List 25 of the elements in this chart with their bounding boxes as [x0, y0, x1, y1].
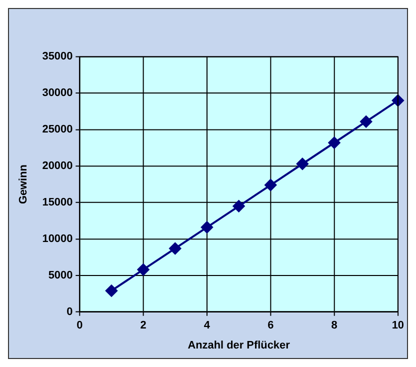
- point: [137, 264, 150, 276]
- point: [232, 200, 245, 212]
- point: [328, 136, 340, 149]
- y-tick-label: 25000: [42, 124, 73, 136]
- y-tick-label: 15000: [42, 196, 73, 209]
- point: [360, 116, 372, 128]
- y-tick-label: 20000: [42, 160, 73, 172]
- y-tick-label: 10000: [42, 232, 73, 245]
- y-tick-label: 5000: [48, 269, 73, 282]
- point: [169, 242, 182, 254]
- x-tick-label: 2: [140, 319, 146, 332]
- point: [296, 158, 308, 170]
- y-axis-title: Gewinn: [18, 164, 30, 204]
- point: [106, 284, 118, 297]
- x-tick-label: 6: [268, 319, 274, 332]
- x-tick-label: 8: [331, 319, 338, 332]
- point: [200, 221, 213, 234]
- x-tick-label: 0: [76, 319, 83, 332]
- x-tick-label: 10: [392, 319, 404, 332]
- x-tick-label: 4: [204, 319, 211, 332]
- x-axis-title: Anzahl der Pflücker: [188, 339, 291, 352]
- y-tick-label: 30000: [42, 87, 73, 100]
- point: [264, 179, 277, 191]
- y-tick-label: 0: [66, 306, 73, 318]
- y-tick-label: 35000: [42, 50, 73, 63]
